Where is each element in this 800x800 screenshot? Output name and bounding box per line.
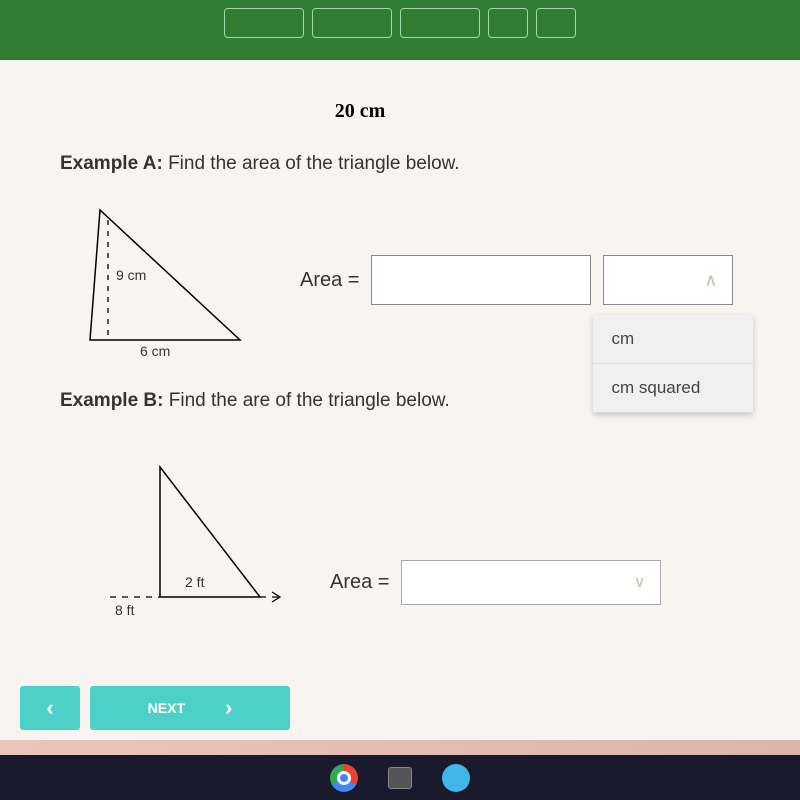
- dropdown-option-cm-squared[interactable]: cm squared: [593, 364, 753, 413]
- triangle-b-figure: 2 ft 8 ft: [90, 457, 290, 637]
- browser-tab[interactable]: [536, 8, 576, 38]
- browser-tab[interactable]: [224, 8, 304, 38]
- unit-dropdown: cm cm squared: [593, 315, 753, 413]
- example-b-row: 2 ft 8 ft Area = ∨: [60, 437, 740, 637]
- browser-top-bar: [0, 0, 800, 40]
- example-a-prompt: Example A: Find the area of the triangle…: [60, 153, 740, 175]
- next-button[interactable]: NEXT ›: [90, 686, 290, 730]
- unit-a-select[interactable]: ∧: [603, 255, 733, 305]
- chevron-left-icon: ‹: [46, 695, 53, 721]
- dropdown-option-cm[interactable]: cm: [593, 315, 753, 364]
- browser-tab[interactable]: [400, 8, 480, 38]
- area-b-input[interactable]: ∨: [401, 560, 661, 605]
- svg-text:6 cm: 6 cm: [140, 343, 170, 359]
- area-b-section: Area = ∨: [330, 560, 661, 605]
- taskbar: [0, 755, 800, 800]
- chrome-icon[interactable]: [330, 764, 358, 792]
- toolbar-strip: [0, 40, 800, 60]
- camera-icon[interactable]: [442, 764, 470, 792]
- svg-text:8 ft: 8 ft: [115, 602, 135, 618]
- top-measurement: 20 cm: [0, 100, 740, 123]
- triangle-a-figure: 9 cm 6 cm: [80, 200, 260, 360]
- area-a-input[interactable]: [371, 255, 591, 305]
- chevron-up-icon: ∧: [704, 270, 717, 291]
- svg-text:2 ft: 2 ft: [185, 574, 205, 590]
- area-a-section: Area = ∧ cm cm squared: [300, 255, 733, 305]
- svg-text:9 cm: 9 cm: [116, 267, 146, 283]
- chevron-down-icon: ∨: [634, 572, 646, 592]
- area-b-label: Area =: [330, 571, 389, 594]
- chevron-right-icon: ›: [225, 695, 232, 721]
- worksheet-content: 20 cm Example A: Find the area of the tr…: [0, 60, 800, 740]
- example-a-row: 9 cm 6 cm Area = ∧ cm cm squared: [60, 200, 740, 360]
- browser-tab[interactable]: [312, 8, 392, 38]
- browser-tab[interactable]: [488, 8, 528, 38]
- files-icon[interactable]: [388, 767, 412, 789]
- area-a-label: Area =: [300, 269, 359, 292]
- navigation-bar: ‹ NEXT ›: [20, 686, 290, 730]
- prev-button[interactable]: ‹: [20, 686, 80, 730]
